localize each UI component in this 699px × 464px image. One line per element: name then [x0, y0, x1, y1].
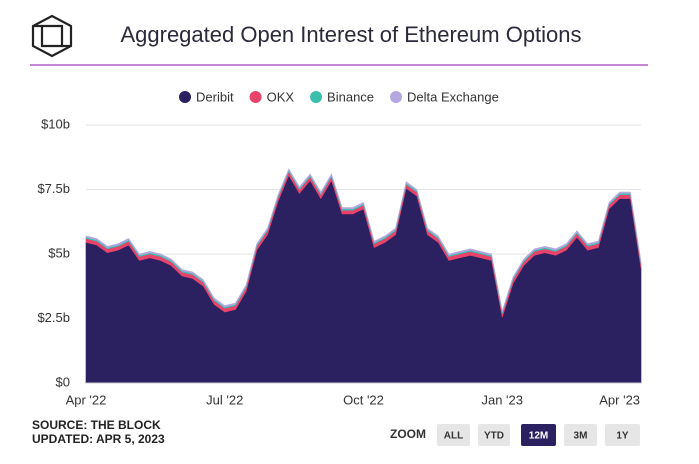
chart-title: Aggregated Open Interest of Ethereum Opt… — [120, 22, 581, 47]
x-tick-label: Apr '22 — [66, 392, 107, 407]
zoom-button[interactable] — [564, 424, 597, 446]
x-tick-label: Apr '23 — [599, 392, 640, 407]
logo — [31, 14, 73, 58]
x-tick-label: Jul '22 — [206, 392, 243, 407]
legend-label: Deribit — [196, 89, 234, 104]
y-tick-label: $7.5b — [37, 181, 70, 196]
legend-marker — [390, 91, 403, 103]
zoom-button-label[interactable]: ALL — [444, 431, 463, 442]
zoom-button[interactable] — [437, 424, 470, 446]
zoom-button-label[interactable]: 1Y — [616, 431, 629, 442]
legend-label: OKX — [267, 89, 295, 104]
legend-label: Binance — [327, 89, 374, 104]
zoom-label: ZOOM — [390, 427, 426, 441]
y-tick-label: $2.5b — [37, 310, 70, 325]
zoom-button[interactable] — [521, 424, 556, 446]
zoom-button-label[interactable]: YTD — [484, 431, 504, 442]
legend-marker — [249, 91, 262, 103]
zoom-button[interactable] — [478, 424, 510, 446]
legend-marker — [310, 91, 323, 103]
y-tick-label: $0 — [56, 374, 70, 389]
source: SOURCE: THE BLOCK — [32, 418, 161, 432]
x-tick-label: Oct '22 — [343, 392, 384, 407]
updated: UPDATED: APR 5, 2023 — [32, 432, 165, 446]
zoom-button-label[interactable]: 12M — [529, 431, 548, 442]
y-tick-label: $10b — [41, 116, 70, 131]
y-tick-label: $5b — [48, 245, 70, 260]
legend-label: Delta Exchange — [407, 89, 499, 104]
zoom-button-label[interactable]: 3M — [574, 431, 588, 442]
area-3 — [85, 168, 642, 313]
x-tick-label: Jan '23 — [481, 392, 523, 407]
legend-marker — [179, 91, 191, 103]
zoom-button[interactable] — [605, 424, 640, 446]
